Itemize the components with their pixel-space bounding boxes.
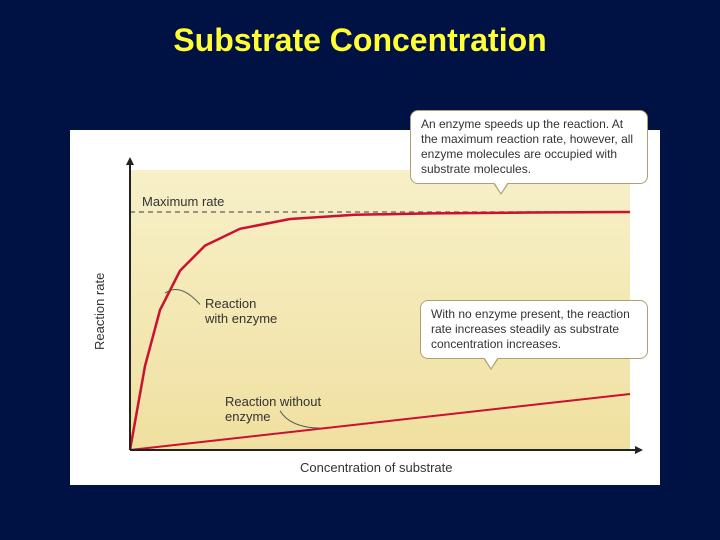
callout-top-pointer xyxy=(493,183,509,195)
x-axis-label: Concentration of substrate xyxy=(300,460,452,475)
slide-title: Substrate Concentration xyxy=(0,22,720,59)
y-axis-arrow xyxy=(126,157,134,165)
chart-panel: Maximum rate Reactionwith enzyme Reactio… xyxy=(70,130,660,485)
curve-without-enzyme-label: Reaction withoutenzyme xyxy=(225,394,321,424)
callout-top: An enzyme speeds up the reaction. At the… xyxy=(410,110,648,184)
curve-with-enzyme-label: Reactionwith enzyme xyxy=(205,296,277,326)
callout-bottom: With no enzyme present, the reaction rat… xyxy=(420,300,648,359)
callout-top-text: An enzyme speeds up the reaction. At the… xyxy=(421,117,633,176)
y-axis-label: Reaction rate xyxy=(92,273,107,350)
max-rate-label: Maximum rate xyxy=(142,194,224,209)
callout-bottom-pointer xyxy=(483,358,499,370)
x-axis-arrow xyxy=(635,446,643,454)
callout-bottom-text: With no enzyme present, the reaction rat… xyxy=(431,307,630,351)
